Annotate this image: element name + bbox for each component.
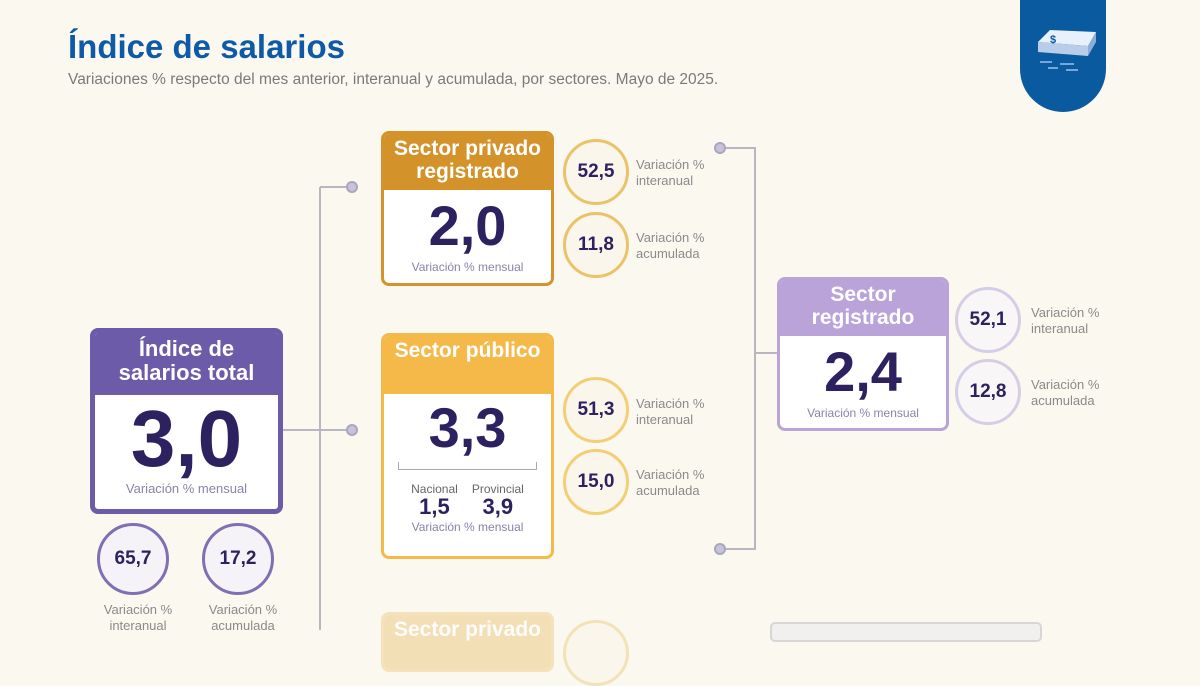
total-acumulada-label: Variación % acumulada xyxy=(208,602,278,633)
registered-acumulada-circle: 12,8 xyxy=(955,359,1021,425)
registered-interanual-circle: 52,1 xyxy=(955,287,1021,353)
monthly-value: 2,4 xyxy=(824,340,902,403)
registered-interanual-label: Variación % interanual xyxy=(1031,305,1100,336)
page-title: Índice de salarios xyxy=(68,28,345,65)
connector-line xyxy=(320,186,352,188)
registered-acumulada-label: Variación % acumulada xyxy=(1031,377,1100,408)
private-acumulada-circle: 11,8 xyxy=(563,212,629,278)
connector-line xyxy=(720,548,756,550)
public-interanual-circle: 51,3 xyxy=(563,377,629,443)
public-interanual-label: Variación % interanual xyxy=(636,396,705,427)
nacional-value: 1,5 xyxy=(419,494,450,519)
total-interanual-label: Variación % interanual xyxy=(103,602,173,633)
monthly-caption: Variación % mensual xyxy=(125,481,248,496)
monthly-value: 3,0 xyxy=(130,394,243,483)
provincial-label: Provincial xyxy=(471,482,524,496)
private-unregistered-card: Sector privado xyxy=(381,612,554,672)
nacional-label: Nacional xyxy=(411,482,458,496)
monthly-caption: Variación % mensual xyxy=(411,520,524,534)
money-stack-icon: $ xyxy=(1038,30,1096,71)
svg-text:$: $ xyxy=(1050,34,1056,46)
nacional-split: Nacional 1,5 xyxy=(411,482,458,518)
monthly-caption: Variación % mensual xyxy=(807,406,919,420)
card-title: Índice de salarios total xyxy=(95,333,278,395)
monthly-caption: Variación % mensual xyxy=(411,260,524,274)
connector-line xyxy=(755,352,779,354)
public-acumulada-label: Variación % acumulada xyxy=(636,467,705,498)
total-index-card: Índice de salarios total 3,0 Variación %… xyxy=(90,328,283,514)
provincial-split: Provincial 3,9 xyxy=(472,482,524,518)
connector-dot xyxy=(346,181,358,193)
card-title: Sector privado xyxy=(384,615,551,669)
private-interanual-circle: 52,5 xyxy=(563,139,629,205)
monthly-value: 2,0 xyxy=(428,194,507,257)
public-sector-card: Sector público 3,3 Nacional 1,5 Provincia… xyxy=(381,333,554,559)
connector-line xyxy=(282,429,352,431)
total-acumulada-circle: 17,2 xyxy=(202,523,274,595)
connector-line xyxy=(754,147,756,550)
private-sector-card: Sector privado registrado 2,0 Variación … xyxy=(381,131,554,286)
total-interanual-circle: 65,7 xyxy=(97,523,169,595)
split-bracket xyxy=(398,462,537,470)
card-title: Sector registrado xyxy=(780,280,946,336)
public-acumulada-circle: 15,0 xyxy=(563,449,629,515)
connector-line xyxy=(720,147,756,149)
note-box xyxy=(770,622,1042,642)
connector-dot xyxy=(346,424,358,436)
connector-dot xyxy=(714,142,726,154)
connector-line xyxy=(319,187,321,630)
card-title: Sector público xyxy=(384,336,551,394)
card-title: Sector privado registrado xyxy=(384,134,551,190)
provincial-value: 3,9 xyxy=(482,494,514,519)
connector-dot xyxy=(714,543,726,555)
private-interanual-label: Variación % interanual xyxy=(636,157,705,188)
page-subtitle: Variaciones % respecto del mes anterior,… xyxy=(68,71,719,88)
badge: $ xyxy=(1020,0,1106,112)
private-acumulada-label: Variación % acumulada xyxy=(636,230,705,261)
registered-sector-card: Sector registrado 2,4 Variación % mensua… xyxy=(777,277,949,431)
monthly-value: 3,3 xyxy=(428,396,507,459)
